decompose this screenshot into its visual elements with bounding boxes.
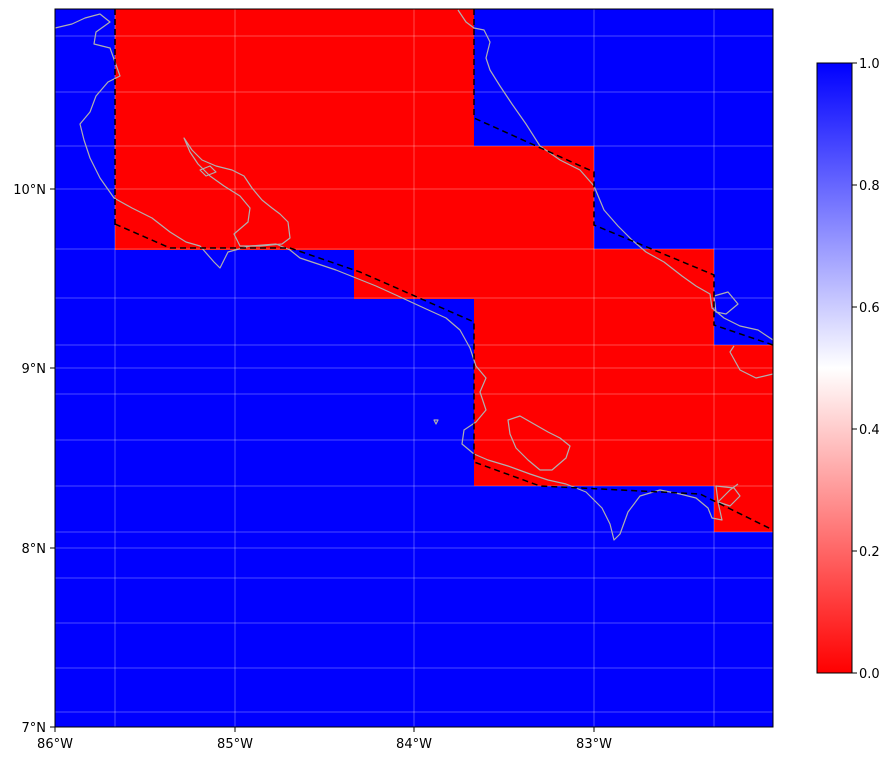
colorbar: 0.0 0.2 0.4 0.6 0.8 1.0	[816, 57, 880, 682]
colorbar-tick-label: 0.0	[859, 667, 880, 682]
colorbar-tick-label: 1.0	[859, 57, 880, 72]
colorbar-tick-label: 0.2	[859, 545, 880, 560]
land-cell	[594, 249, 714, 486]
land-cell	[115, 9, 474, 250]
gridlines	[55, 9, 773, 727]
map-plot-area[interactable]	[55, 9, 773, 727]
y-axis: 7°N 8°N 9°N 10°N	[13, 183, 55, 736]
x-tick-label: 83°W	[576, 737, 612, 752]
land-cell	[354, 249, 474, 299]
y-tick-label: 10°N	[13, 183, 46, 198]
y-tick-label: 9°N	[22, 362, 47, 377]
colorbar-tick-label: 0.6	[859, 301, 880, 316]
y-tick-label: 7°N	[22, 721, 47, 736]
x-tick-label: 84°W	[396, 737, 432, 752]
colorbar-tick-label: 0.8	[859, 179, 880, 194]
x-tick-label: 86°W	[37, 737, 73, 752]
land-mask-cells	[115, 9, 773, 532]
land-cell	[474, 146, 594, 486]
y-tick-label: 8°N	[22, 542, 47, 557]
boundary-lines	[114, 9, 773, 531]
colorbar-tick-label: 0.4	[859, 423, 880, 438]
x-axis: 86°W 85°W 84°W 83°W	[37, 727, 612, 752]
colorbar-gradient	[816, 62, 853, 674]
x-tick-label: 85°W	[217, 737, 253, 752]
